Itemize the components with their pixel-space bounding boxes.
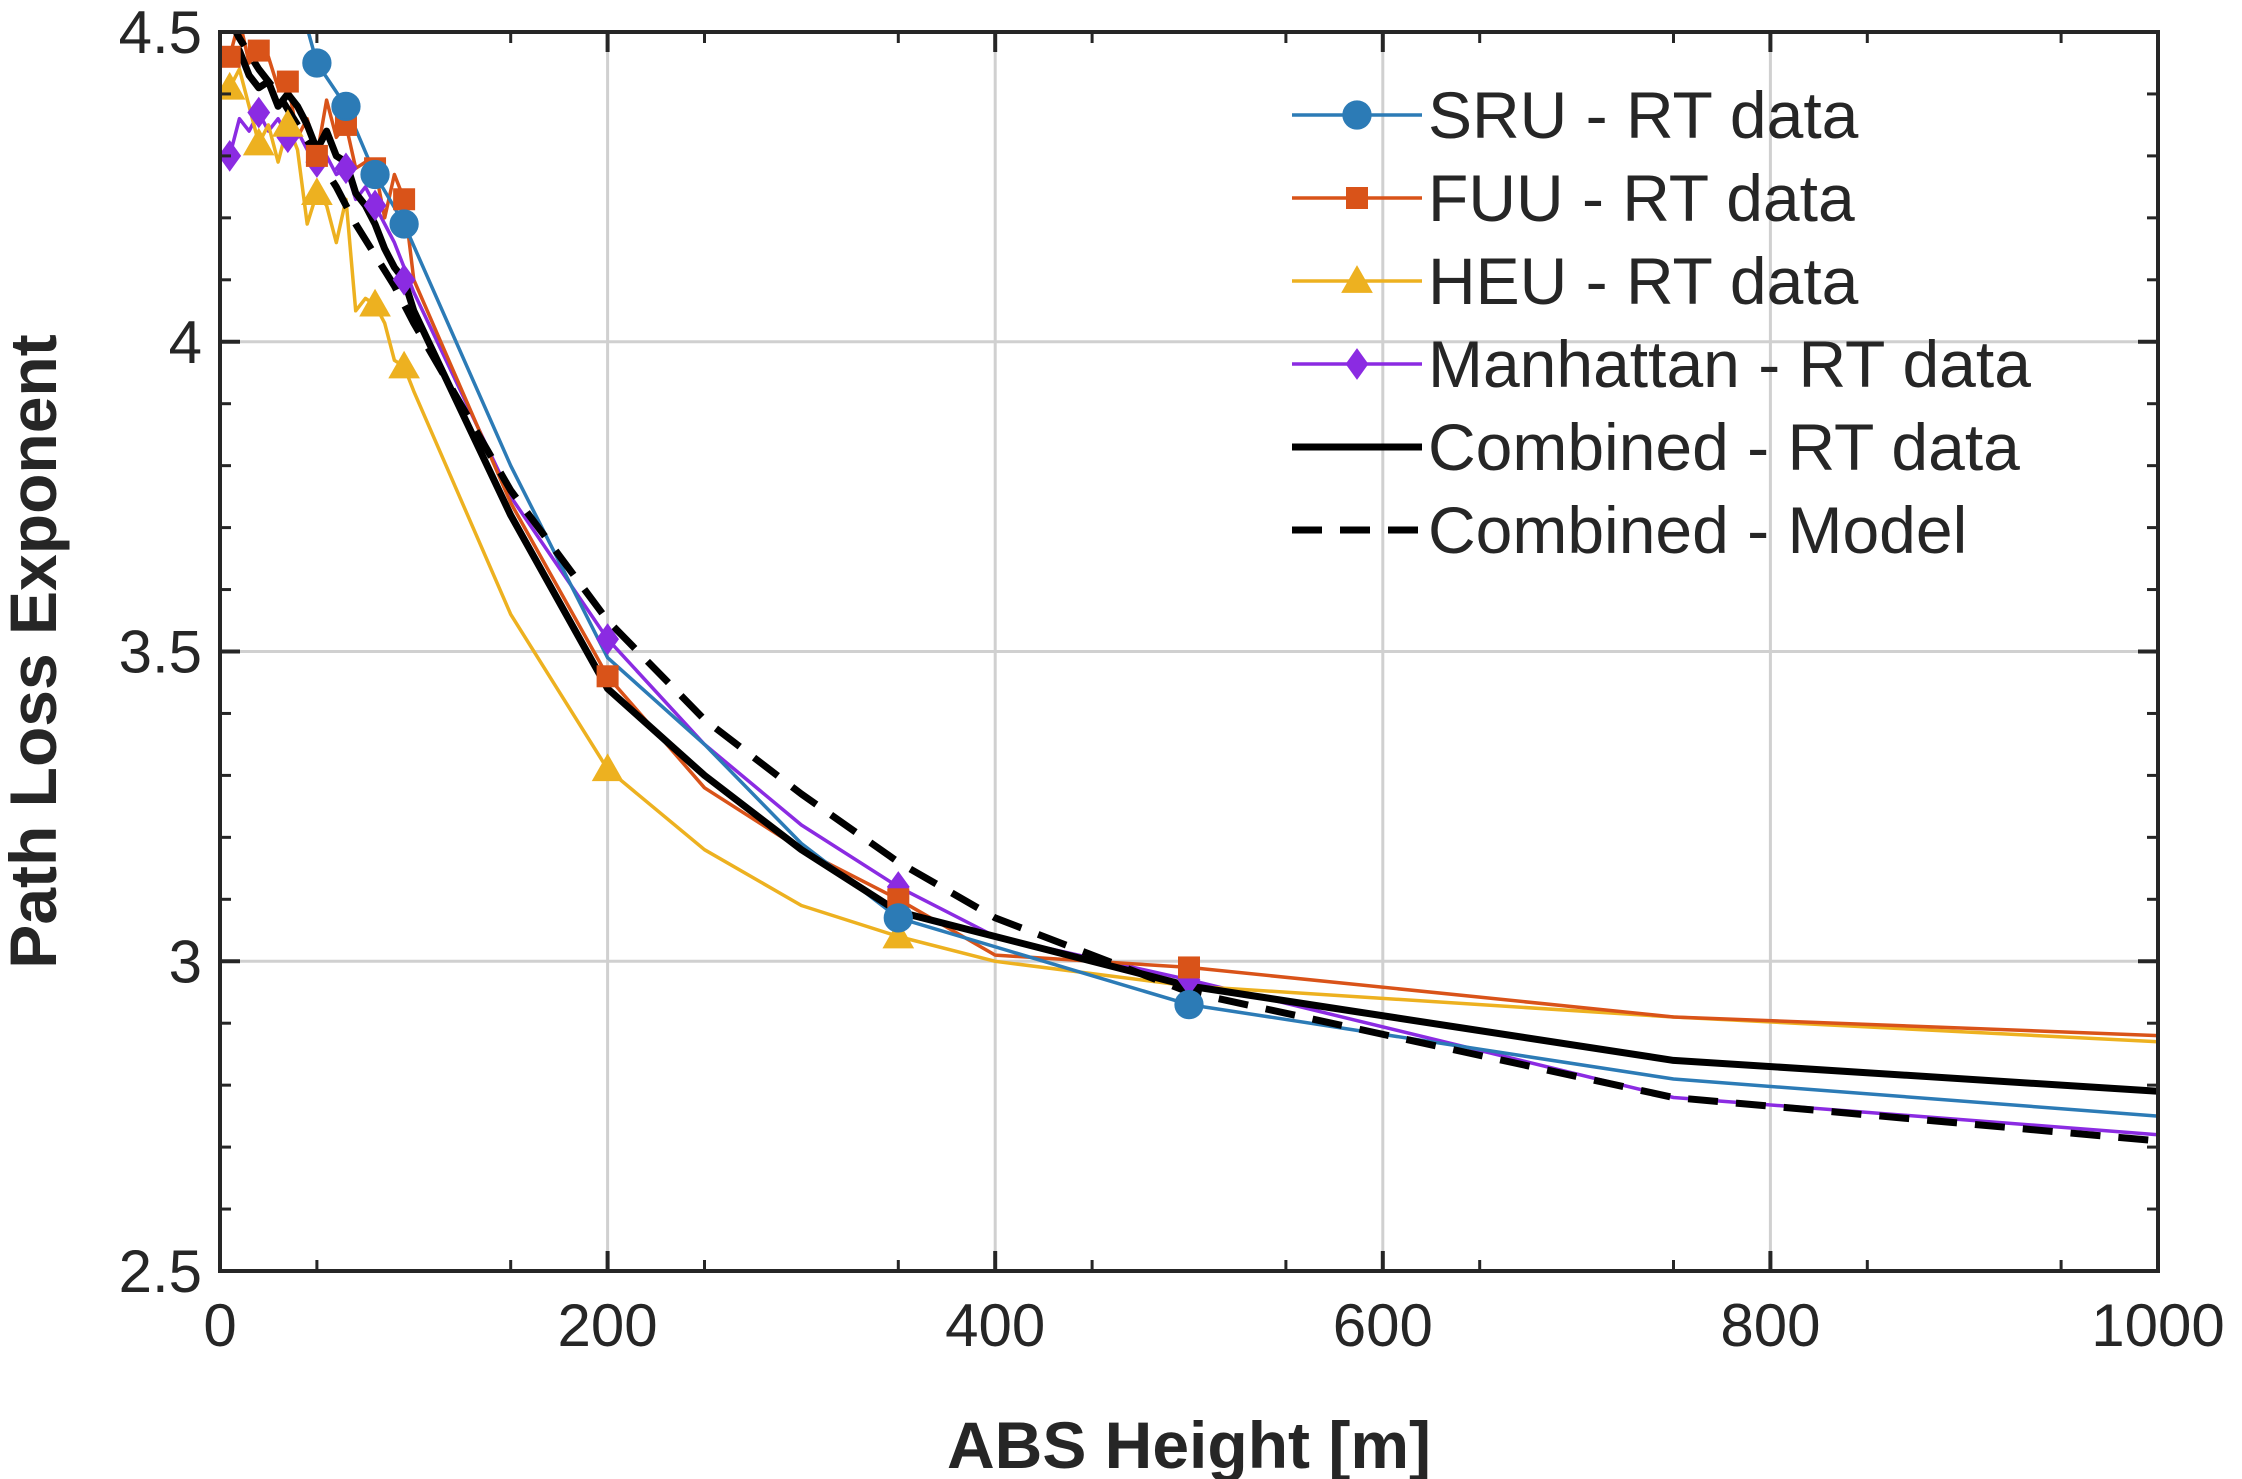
legend-marker-heu-rt-data xyxy=(1341,265,1373,293)
marker-fuu-rt-data xyxy=(276,70,299,93)
y-tick-label: 4.5 xyxy=(119,0,202,66)
legend-marker-fuu-rt-data xyxy=(1346,187,1368,209)
y-tick-label: 4 xyxy=(169,309,202,376)
marker-manhattan-rt-data xyxy=(886,871,910,903)
series-markers xyxy=(220,39,1204,1020)
y-tick-label: 3.5 xyxy=(119,619,202,686)
series-line-combined-rt-data xyxy=(226,47,2158,1095)
marker-sru-rt-data xyxy=(883,903,913,933)
tick-labels: 0 200 400 600 800 1000 2.5 3 3.5 4 4.5 xyxy=(119,0,2225,1359)
marker-fuu-rt-data xyxy=(596,665,619,688)
legend-label-combined-model: Combined - Model xyxy=(1428,493,1967,567)
marker-fuu-rt-data xyxy=(393,188,416,211)
marker-sru-rt-data xyxy=(1174,989,1204,1020)
x-tick-label: 800 xyxy=(1720,1292,1820,1359)
marker-fuu-rt-data xyxy=(247,39,270,62)
marker-fuu-rt-data xyxy=(1178,956,1200,979)
marker-heu-rt-data xyxy=(271,109,304,137)
x-tick-label: 400 xyxy=(945,1292,1045,1359)
legend-marker-manhattan-rt-data xyxy=(1345,348,1369,380)
marker-heu-rt-data xyxy=(591,753,624,782)
marker-manhattan-rt-data xyxy=(1177,963,1201,996)
x-tick-label: 0 xyxy=(203,1292,236,1359)
marker-manhattan-rt-data xyxy=(596,623,620,655)
x-tick-label: 600 xyxy=(1333,1292,1433,1359)
y-tick-label: 3 xyxy=(169,928,202,995)
marker-heu-rt-data xyxy=(242,127,275,156)
grid-lines xyxy=(218,30,2160,1273)
marker-fuu-rt-data xyxy=(220,45,241,68)
axis-ticks xyxy=(218,30,2160,1273)
marker-manhattan-rt-data xyxy=(363,189,387,222)
legend-label-fuu-rt-data: FUU - RT data xyxy=(1428,161,1855,235)
marker-manhattan-rt-data xyxy=(247,96,271,129)
legend: SRU - RT data FUU - RT data HEU - RT data M… xyxy=(1292,78,2031,567)
marker-sru-rt-data xyxy=(331,91,361,121)
y-tick-label: 2.5 xyxy=(119,1238,202,1305)
legend-label-manhattan-rt-data: Manhattan - RT data xyxy=(1428,327,2031,401)
series-line-heu-rt-data xyxy=(227,67,2158,1044)
marker-heu-rt-data xyxy=(359,288,391,317)
marker-heu-rt-data xyxy=(388,350,420,379)
marker-sru-rt-data xyxy=(389,209,419,239)
marker-heu-rt-data xyxy=(882,920,915,949)
marker-sru-rt-data xyxy=(360,159,390,190)
marker-manhattan-rt-data xyxy=(392,263,416,296)
marker-manhattan-rt-data xyxy=(334,152,358,185)
x-tick-label: 1000 xyxy=(2091,1292,2224,1359)
legend-marker-sru-rt-data xyxy=(1342,100,1372,130)
legend-label-sru-rt-data: SRU - RT data xyxy=(1428,78,1859,152)
series-line-manhattan-rt-data xyxy=(227,110,2158,1137)
marker-fuu-rt-data xyxy=(305,144,328,167)
legend-label-heu-rt-data: HEU - RT data xyxy=(1428,244,1859,318)
x-tick-label: 200 xyxy=(558,1292,658,1359)
x-axis-title: ABS Height [m] xyxy=(947,1408,1431,1479)
legend-label-combined-rt-data: Combined - RT data xyxy=(1428,410,2020,484)
marker-sru-rt-data xyxy=(302,48,332,78)
marker-heu-rt-data xyxy=(301,177,333,205)
y-axis-title: Path Loss Exponent xyxy=(0,334,70,968)
